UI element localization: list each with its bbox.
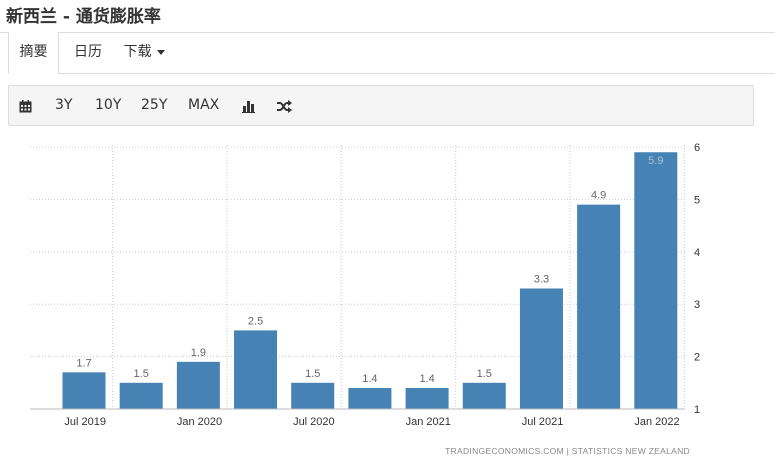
bar-value-label: 1.4 <box>362 373 377 385</box>
source-credit: TRADINGECONOMICS.COM | STATISTICS NEW ZE… <box>445 446 690 456</box>
chart-area: 1.7 1.5 1.9 2.5 1.5 1.4 1.4 1.5 3.3 4.9 5.9 1 2 3 4 5 6… <box>0 130 775 466</box>
bar[interactable] <box>634 152 678 410</box>
y-tick-label: 5 <box>694 194 700 206</box>
calendar-icon[interactable] <box>19 98 32 117</box>
y-tick-label: 2 <box>694 352 700 364</box>
data-labels: 1.7 1.5 1.9 2.5 1.5 1.4 1.4 1.5 3.3 4.9 5.9 <box>76 155 663 385</box>
bar[interactable] <box>176 361 220 409</box>
tab-divider <box>58 73 775 74</box>
shuffle-icon[interactable] <box>277 98 292 117</box>
inflation-bar-chart: 1.7 1.5 1.9 2.5 1.5 1.4 1.4 1.5 3.3 4.9 5.9 1 2 3 4 5 6… <box>30 142 700 456</box>
bar-value-label: 5.9 <box>648 155 663 167</box>
bars <box>62 152 678 410</box>
x-tick-label: Jul 2019 <box>64 416 106 428</box>
bar-value-label: 1.4 <box>419 373 434 385</box>
bar-value-label: 1.5 <box>477 368 492 380</box>
tab-summary-label: 摘要 <box>19 44 48 60</box>
bar[interactable] <box>577 204 621 409</box>
bar[interactable] <box>348 388 392 409</box>
bar-value-label: 1.9 <box>191 347 206 359</box>
axes: 1 2 3 4 5 6 Jul 2019 Jan 2020 Jul 2020 Jan 2021 Ju… <box>30 142 700 428</box>
bar-value-label: 1.5 <box>134 368 149 380</box>
y-tick-label: 4 <box>694 247 700 259</box>
tab-download-label: 下载 <box>123 44 152 60</box>
x-tick-label: Jul 2021 <box>522 416 564 428</box>
tab-bar: 摘要 日历 下载 <box>8 32 775 74</box>
bar-value-label: 2.5 <box>248 315 263 327</box>
range-max-button[interactable]: MAX <box>188 97 220 113</box>
tab-download[interactable]: 下载 <box>118 32 170 74</box>
bar-chart-icon[interactable] <box>242 98 255 117</box>
bar[interactable] <box>519 288 563 409</box>
bar[interactable] <box>405 388 449 409</box>
x-tick-label: Jan 2022 <box>634 416 679 428</box>
chart-toolbar: 3Y 10Y 25Y MAX <box>8 85 754 126</box>
bar-value-label: 4.9 <box>591 190 606 202</box>
bar[interactable] <box>234 330 278 409</box>
page-title: 新西兰 - 通货膨胀率 <box>6 7 161 27</box>
tab-calendar[interactable]: 日历 <box>66 32 110 74</box>
tab-summary[interactable]: 摘要 <box>8 32 59 74</box>
bar[interactable] <box>62 372 106 409</box>
bar[interactable] <box>119 382 163 409</box>
range-3y-button[interactable]: 3Y <box>55 97 73 113</box>
x-tick-label: Jan 2021 <box>406 416 451 428</box>
y-tick-label: 6 <box>694 142 700 154</box>
bar-value-label: 3.3 <box>534 273 549 285</box>
bar-value-label: 1.5 <box>305 368 320 380</box>
bar-value-label: 1.7 <box>76 357 91 369</box>
range-10y-button[interactable]: 10Y <box>95 97 122 113</box>
y-tick-label: 1 <box>694 404 700 416</box>
x-tick-label: Jul 2020 <box>293 416 335 428</box>
chevron-down-icon <box>156 49 165 55</box>
x-tick-label: Jan 2020 <box>177 416 222 428</box>
y-tick-label: 3 <box>694 299 700 311</box>
title-divider <box>0 32 775 33</box>
tab-calendar-label: 日历 <box>74 44 102 60</box>
bar[interactable] <box>462 382 506 409</box>
bar[interactable] <box>291 382 335 409</box>
range-25y-button[interactable]: 25Y <box>141 97 168 113</box>
